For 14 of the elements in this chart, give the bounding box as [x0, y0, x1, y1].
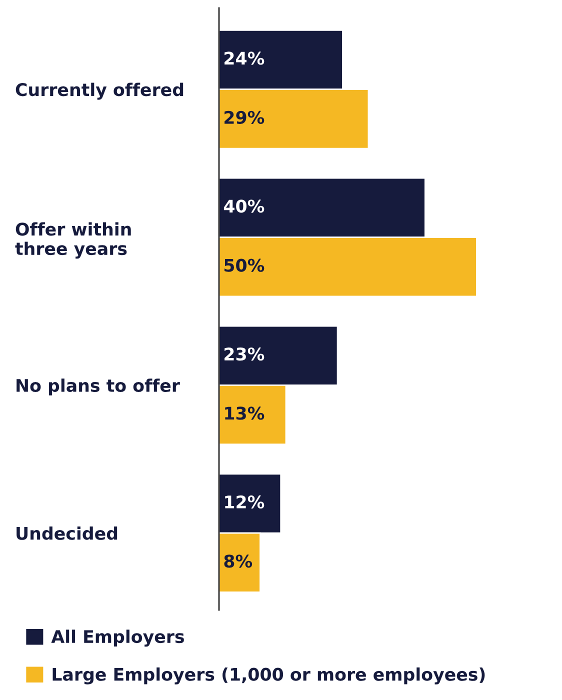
data-label: 29% — [224, 110, 264, 124]
data-label: 40% — [224, 200, 264, 213]
y-tick-label: Undecided — [16, 526, 118, 540]
data-label: 12% — [225, 495, 264, 509]
y-tick-label: No plans to offer — [16, 378, 180, 396]
legend-label: Large Employers (1,000 or more employees) — [52, 667, 485, 684]
data-label: 24% — [224, 52, 264, 65]
y-tick-label: Currently offered — [16, 82, 184, 100]
data-label: 50% — [224, 258, 264, 272]
legend-label: All Employers — [51, 630, 184, 647]
data-label: 13% — [225, 406, 264, 420]
data-label: 23% — [224, 348, 264, 361]
data-label: 8% — [224, 554, 252, 568]
y-tick-label: Offer within three years — [15, 222, 131, 259]
